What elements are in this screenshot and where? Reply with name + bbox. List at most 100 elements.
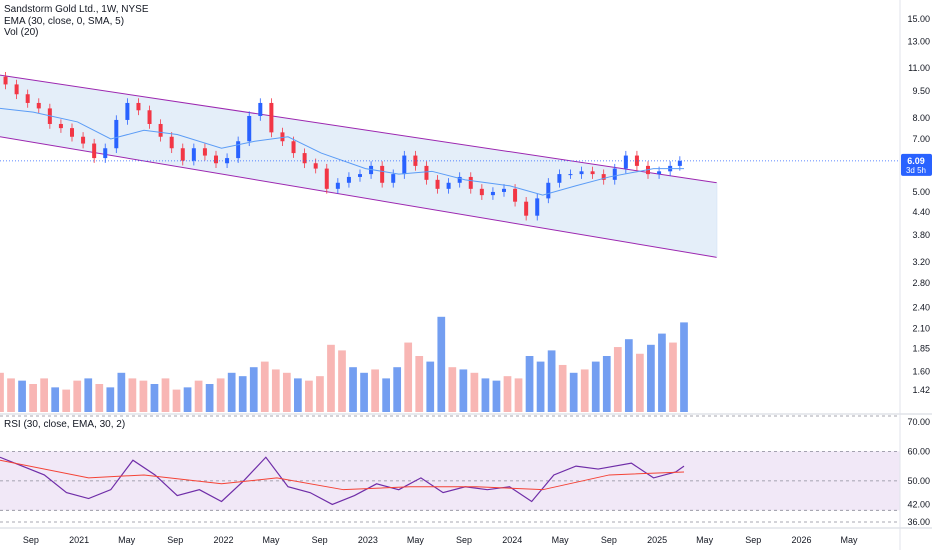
volume-bar xyxy=(282,372,291,412)
candle-body xyxy=(324,168,329,189)
time-tick-label: May xyxy=(552,535,570,545)
time-tick-label: 2022 xyxy=(214,535,234,545)
candle-body xyxy=(14,84,19,95)
volume-bar xyxy=(271,369,280,412)
volume-bar xyxy=(216,378,225,412)
volume-bar xyxy=(624,339,633,412)
volume-bar xyxy=(580,369,589,412)
volume-bar xyxy=(481,378,490,412)
price-tick-label: 1.42 xyxy=(912,385,930,395)
candle-body xyxy=(601,174,606,180)
candle-body xyxy=(612,168,617,180)
candle-body xyxy=(677,160,682,166)
volume-bar xyxy=(62,389,71,412)
volume-bar xyxy=(260,361,269,412)
candle-body xyxy=(92,143,97,159)
volume-bar xyxy=(613,347,622,412)
volume-bar xyxy=(547,350,556,412)
candle-body xyxy=(335,182,340,189)
price-tick-label: 5.00 xyxy=(912,187,930,197)
volume-bar xyxy=(29,384,37,412)
price-tick-label: 1.85 xyxy=(912,343,930,353)
price-tick-label: 7.00 xyxy=(912,134,930,144)
candle-body xyxy=(180,148,185,161)
volume-bar xyxy=(205,384,214,412)
candle-body xyxy=(513,188,518,202)
candle-body xyxy=(114,119,119,149)
volume-bar xyxy=(51,387,60,412)
volume-bar xyxy=(316,376,324,412)
rsi-tick-label: 60.00 xyxy=(907,446,930,456)
candle-body xyxy=(535,198,540,216)
candle-body xyxy=(579,171,584,175)
candle-body xyxy=(236,141,241,159)
rsi-ema-line xyxy=(0,459,685,491)
price-tick-label: 2.10 xyxy=(912,324,930,334)
volume-bar xyxy=(150,384,159,412)
price-tick-label: 2.40 xyxy=(912,302,930,312)
price-tick-label: 3.80 xyxy=(912,230,930,240)
main-legend: Sandstorm Gold Ltd., 1W, NYSE EMA (30, c… xyxy=(4,4,149,39)
time-tick-label: May xyxy=(696,535,714,545)
rsi-tick-label: 36.00 xyxy=(907,517,930,527)
rsi-tick-label: 50.00 xyxy=(907,476,930,486)
volume-bar xyxy=(161,378,170,412)
volume-bar xyxy=(647,344,655,412)
volume-bar xyxy=(249,367,258,412)
candle-body xyxy=(380,165,385,183)
candle-body xyxy=(358,174,362,177)
candle-body xyxy=(590,171,595,175)
price-tick-label: 1.60 xyxy=(912,366,930,376)
candle-body xyxy=(468,176,473,189)
volume-bar xyxy=(382,378,390,412)
candle-body xyxy=(657,171,662,175)
candle-body xyxy=(158,123,163,137)
time-tick-label: 2021 xyxy=(69,535,89,545)
rsi-legend[interactable]: RSI (30, close, EMA, 30, 2) xyxy=(4,419,126,430)
volume-legend[interactable]: Vol (20) xyxy=(4,27,39,38)
volume-bar xyxy=(7,378,15,412)
time-tick-label: Sep xyxy=(23,535,39,545)
volume-bar xyxy=(360,372,368,412)
volume-bar xyxy=(536,361,545,412)
price-tick-label: 3.20 xyxy=(912,257,930,267)
time-tick-label: May xyxy=(840,535,858,545)
channel-upper-line xyxy=(0,74,717,184)
candle-body xyxy=(269,102,274,133)
symbol-title[interactable]: Sandstorm Gold Ltd., 1W, NYSE xyxy=(4,4,149,15)
volume-bar xyxy=(371,369,379,412)
price-tick-label: 11.00 xyxy=(908,63,930,73)
candle-body xyxy=(36,102,41,109)
candle-body xyxy=(202,148,207,156)
volume-bar xyxy=(238,376,247,412)
volume-bar xyxy=(404,342,413,412)
volume-bar xyxy=(106,387,115,412)
volume-bar xyxy=(349,367,357,412)
volume-bar xyxy=(172,389,181,412)
volume-bar xyxy=(426,361,435,412)
volume-bar xyxy=(305,380,313,412)
volume-bar xyxy=(514,378,523,412)
volume-bar xyxy=(569,372,578,412)
candle-body xyxy=(147,110,152,124)
rsi-legend-box: RSI (30, close, EMA, 30, 2) xyxy=(4,419,125,431)
volume-bar xyxy=(636,353,644,412)
candle-body xyxy=(125,102,130,120)
candle-body xyxy=(247,116,252,142)
ema-legend[interactable]: EMA (30, close, 0, SMA, 5) xyxy=(4,15,125,27)
volume-bar xyxy=(459,369,468,412)
volume-bar xyxy=(338,350,346,412)
bar-countdown: 3d 5h xyxy=(906,166,926,175)
candle-body xyxy=(58,123,63,129)
candle-body xyxy=(103,148,108,159)
price-tick-label: 15.00 xyxy=(907,14,930,24)
price-tick-label: 2.80 xyxy=(912,278,930,288)
candle-body xyxy=(25,94,30,103)
candle-body xyxy=(490,191,495,196)
time-tick-label: May xyxy=(407,535,425,545)
channel-lower-line xyxy=(0,136,717,258)
price-tick-label: 8.00 xyxy=(912,113,930,123)
candle-body xyxy=(546,182,551,199)
